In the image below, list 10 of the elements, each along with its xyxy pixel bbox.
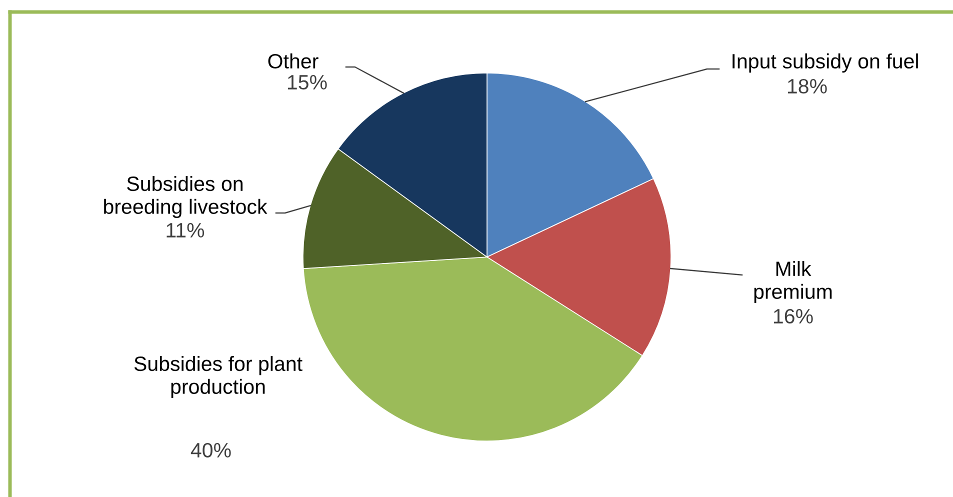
slice-label: Subsidies for plant production	[134, 356, 302, 398]
data-label: 16%	[774, 308, 813, 324]
slice-label: Other	[268, 53, 318, 69]
data-label: 15%	[288, 75, 327, 90]
data-label: 18%	[788, 78, 827, 94]
slice-label: Milk premium	[754, 260, 832, 304]
slice-label: Input subsidy on fuel	[732, 53, 918, 73]
data-label: 11%	[166, 223, 204, 238]
slice-label: Subsidies on breeding livestock	[104, 176, 268, 218]
data-label: 40%	[190, 442, 231, 458]
